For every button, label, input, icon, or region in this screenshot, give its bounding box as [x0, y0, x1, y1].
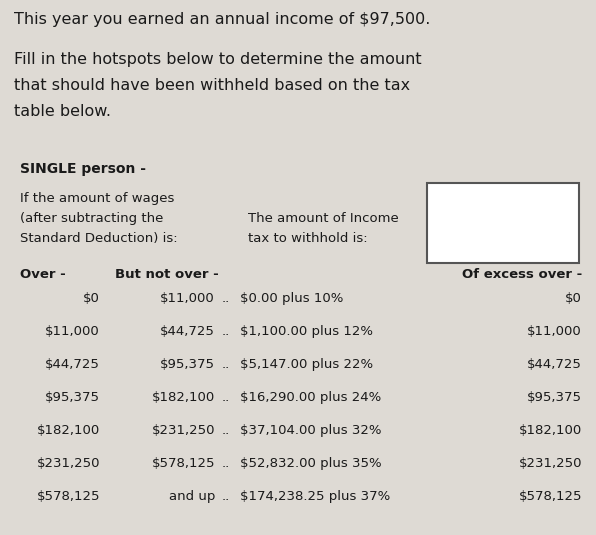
Text: ..: ..: [222, 457, 230, 470]
Text: If the amount of wages: If the amount of wages: [20, 192, 175, 205]
Text: tax to withhold is:: tax to withhold is:: [248, 232, 368, 245]
Text: ..: ..: [222, 358, 230, 371]
Text: $16,290.00 plus 24%: $16,290.00 plus 24%: [240, 391, 381, 404]
Text: ..: ..: [222, 325, 230, 338]
Text: Standard Deduction) is:: Standard Deduction) is:: [20, 232, 178, 245]
Text: $5,147.00 plus 22%: $5,147.00 plus 22%: [240, 358, 373, 371]
Text: $578,125: $578,125: [151, 457, 215, 470]
Text: Over -: Over -: [20, 268, 66, 281]
Text: This year you earned an annual income of $97,500.: This year you earned an annual income of…: [14, 12, 430, 27]
Text: $44,725: $44,725: [160, 325, 215, 338]
Text: $182,100: $182,100: [37, 424, 100, 437]
Text: $182,100: $182,100: [152, 391, 215, 404]
Text: $578,125: $578,125: [36, 490, 100, 503]
Text: $95,375: $95,375: [45, 391, 100, 404]
Text: SINGLE person -: SINGLE person -: [20, 162, 146, 176]
Text: ..: ..: [222, 490, 230, 503]
Text: The amount of Income: The amount of Income: [248, 212, 399, 225]
Text: ..: ..: [222, 391, 230, 404]
Text: that should have been withheld based on the tax: that should have been withheld based on …: [14, 78, 410, 93]
Text: $231,250: $231,250: [519, 457, 582, 470]
Text: $231,250: $231,250: [36, 457, 100, 470]
Text: Deduction:: Deduction:: [465, 211, 541, 224]
Text: $174,238.25 plus 37%: $174,238.25 plus 37%: [240, 490, 390, 503]
Text: $44,725: $44,725: [45, 358, 100, 371]
Text: $0: $0: [83, 292, 100, 305]
Text: $44,725: $44,725: [527, 358, 582, 371]
Text: $578,125: $578,125: [519, 490, 582, 503]
Text: $11,000: $11,000: [45, 325, 100, 338]
Text: and up: and up: [169, 490, 215, 503]
Text: $95,375: $95,375: [160, 358, 215, 371]
Text: Fill in the hotspots below to determine the amount: Fill in the hotspots below to determine …: [14, 52, 421, 67]
Text: Of excess over -: Of excess over -: [462, 268, 582, 281]
Text: $95,375: $95,375: [527, 391, 582, 404]
Text: $11,000: $11,000: [527, 325, 582, 338]
Text: $37,104.00 plus 32%: $37,104.00 plus 32%: [240, 424, 381, 437]
Text: $11,000: $11,000: [160, 292, 215, 305]
FancyBboxPatch shape: [427, 183, 579, 263]
Text: $52,832.00 plus 35%: $52,832.00 plus 35%: [240, 457, 381, 470]
Text: $1,100.00 plus 12%: $1,100.00 plus 12%: [240, 325, 373, 338]
Text: $231,250: $231,250: [151, 424, 215, 437]
Text: ..: ..: [222, 424, 230, 437]
Text: Standard: Standard: [471, 191, 535, 204]
Text: table below.: table below.: [14, 104, 111, 119]
Text: But not over -: But not over -: [115, 268, 219, 281]
Text: ..: ..: [222, 292, 230, 305]
Text: $13,850: $13,850: [474, 233, 532, 247]
Text: (after subtracting the: (after subtracting the: [20, 212, 163, 225]
Text: $0: $0: [565, 292, 582, 305]
Text: $182,100: $182,100: [519, 424, 582, 437]
Text: $0.00 plus 10%: $0.00 plus 10%: [240, 292, 343, 305]
